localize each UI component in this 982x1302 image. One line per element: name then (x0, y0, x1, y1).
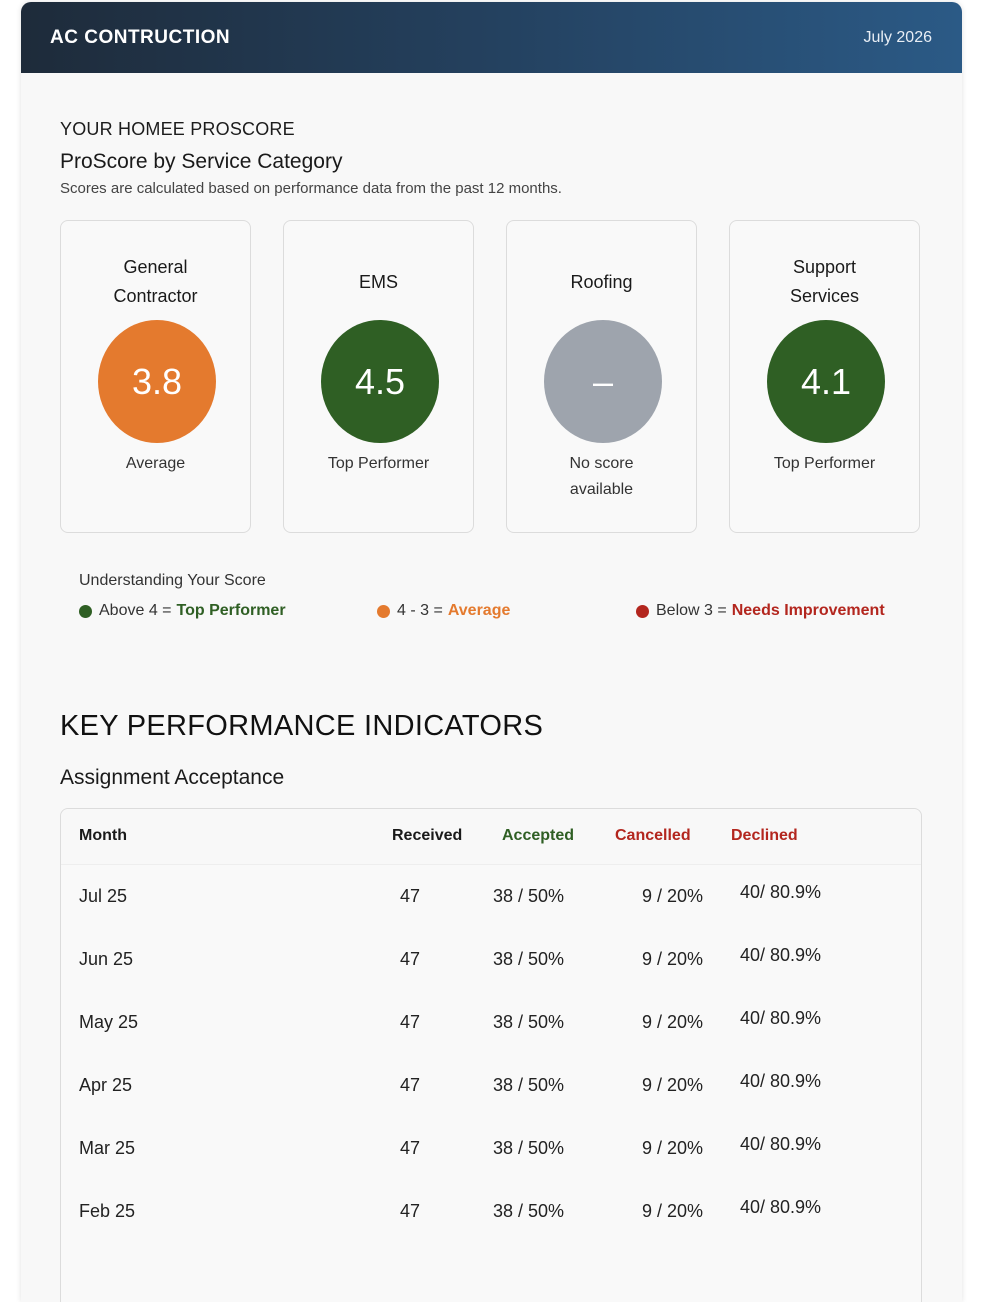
score-legend: Above 4 = Top Performer 4 - 3 = Average … (60, 602, 923, 632)
card-title: EMS (358, 271, 398, 292)
proscore-eyebrow: YOUR HOMEE PROSCORE (60, 119, 295, 139)
cell-received: 47 (400, 949, 421, 969)
cell-declined: 40/ 80.9% (740, 1008, 822, 1028)
column-header-cancelled: Cancelled (615, 827, 691, 844)
score-circle: 4.5 (321, 320, 439, 443)
cell-accepted: 38 / 50% (493, 1012, 565, 1032)
legend-title: Understanding Your Score (79, 572, 266, 589)
score-card-general-contractor: General Contractor 3.8 Average (60, 220, 251, 533)
score-circle: – (544, 320, 662, 443)
kpi-title: KEY PERFORMANCE INDICATORS (60, 710, 544, 742)
cell-month: May 25 (79, 1012, 139, 1032)
score-circle: 4.1 (767, 320, 885, 443)
cell-month: Apr 25 (79, 1075, 133, 1095)
card-status: No score available (569, 455, 634, 498)
legend-item-average: 4 - 3 = Average (377, 602, 510, 620)
cell-accepted: 38 / 50% (493, 949, 565, 969)
cell-accepted: 38 / 50% (493, 1138, 565, 1158)
cell-cancelled: 9 / 20% (642, 886, 704, 906)
card-title: Support Services (789, 257, 860, 306)
cell-received: 47 (400, 1075, 421, 1095)
report-header: AC CONTRUCTION July 2026 (21, 2, 962, 73)
cell-cancelled: 9 / 20% (642, 1138, 704, 1158)
legend-range: Below 3 = (656, 602, 727, 619)
company-name: AC CONTRUCTION (50, 26, 231, 48)
cell-month: Jun 25 (79, 949, 134, 969)
cell-received: 47 (400, 1012, 421, 1032)
report-date: July 2026 (863, 28, 933, 46)
column-header-received: Received (392, 827, 463, 844)
table-row: Apr 25 47 38 / 50% 9 / 20% 40/ 80.9% (61, 1054, 921, 1117)
kpi-subtitle: Assignment Acceptance (60, 766, 285, 789)
table-header: Month Received Accepted Cancelled Declin… (61, 809, 921, 865)
proscore-subtitle: Scores are calculated based on performan… (60, 180, 562, 197)
report-page: AC CONTRUCTION July 2026 YOUR HOMEE PROS… (21, 2, 962, 1302)
score-card-ems: EMS 4.5 Top Performer (283, 220, 474, 533)
card-status: Top Performer (773, 455, 876, 472)
table-row: Jun 25 47 38 / 50% 9 / 20% 40/ 80.9% (61, 928, 921, 991)
score-circle: 3.8 (98, 320, 216, 443)
legend-label: Average (447, 602, 511, 619)
card-title: Roofing (570, 271, 633, 292)
cell-month: Mar 25 (79, 1138, 136, 1158)
score-card-roofing: Roofing – No score available (506, 220, 697, 533)
table-row: May 25 47 38 / 50% 9 / 20% 40/ 80.9% (61, 991, 921, 1054)
score-cards: General Contractor 3.8 Average EMS 4.5 T… (60, 220, 923, 550)
cell-month: Jul 25 (79, 886, 128, 906)
legend-dot (79, 604, 92, 618)
table-row: Jul 25 47 38 / 50% 9 / 20% 40/ 80.9% (61, 865, 921, 928)
cell-declined: 40/ 80.9% (740, 1134, 822, 1154)
legend-label: Needs Improvement (731, 602, 885, 619)
column-header-month: Month (79, 827, 127, 844)
table-row: Feb 25 47 38 / 50% 9 / 20% 40/ 80.9% (61, 1180, 921, 1243)
cell-received: 47 (400, 1201, 421, 1221)
card-status: Average (125, 455, 186, 472)
legend-dot (377, 604, 390, 618)
legend-range: 4 - 3 = (397, 602, 443, 619)
legend-item-top-performer: Above 4 = Top Performer (79, 602, 286, 620)
column-header-declined: Declined (731, 827, 798, 844)
cell-declined: 40/ 80.9% (740, 882, 822, 902)
cell-accepted: 38 / 50% (493, 1075, 565, 1095)
legend-label: Top Performer (176, 602, 286, 619)
cell-cancelled: 9 / 20% (642, 1075, 704, 1095)
cell-accepted: 38 / 50% (493, 1201, 565, 1221)
cell-declined: 40/ 80.9% (740, 1071, 822, 1091)
legend-range: Above 4 = (99, 602, 172, 619)
cell-declined: 40/ 80.9% (740, 945, 822, 965)
proscore-title: ProScore by Service Category (60, 150, 343, 173)
column-header-accepted: Accepted (502, 827, 575, 844)
score-card-support-services: Support Services 4.1 Top Performer (729, 220, 920, 533)
cell-accepted: 38 / 50% (493, 886, 565, 906)
legend-dot (636, 604, 649, 618)
report-content: YOUR HOMEE PROSCORE ProScore by Service … (21, 119, 962, 1302)
cell-received: 47 (400, 886, 421, 906)
table-row: Mar 25 47 38 / 50% 9 / 20% 40/ 80.9% (61, 1117, 921, 1180)
cell-cancelled: 9 / 20% (642, 1201, 704, 1221)
card-title: General Contractor (113, 257, 198, 306)
cell-declined: 40/ 80.9% (740, 1197, 822, 1217)
cell-received: 47 (400, 1138, 421, 1158)
assignment-acceptance-table: Month Received Accepted Cancelled Declin… (60, 808, 922, 1302)
cell-cancelled: 9 / 20% (642, 949, 704, 969)
legend-item-needs-improvement: Below 3 = Needs Improvement (636, 602, 885, 620)
cell-cancelled: 9 / 20% (642, 1012, 704, 1032)
card-status: Top Performer (327, 455, 430, 472)
cell-month: Feb 25 (79, 1201, 136, 1221)
